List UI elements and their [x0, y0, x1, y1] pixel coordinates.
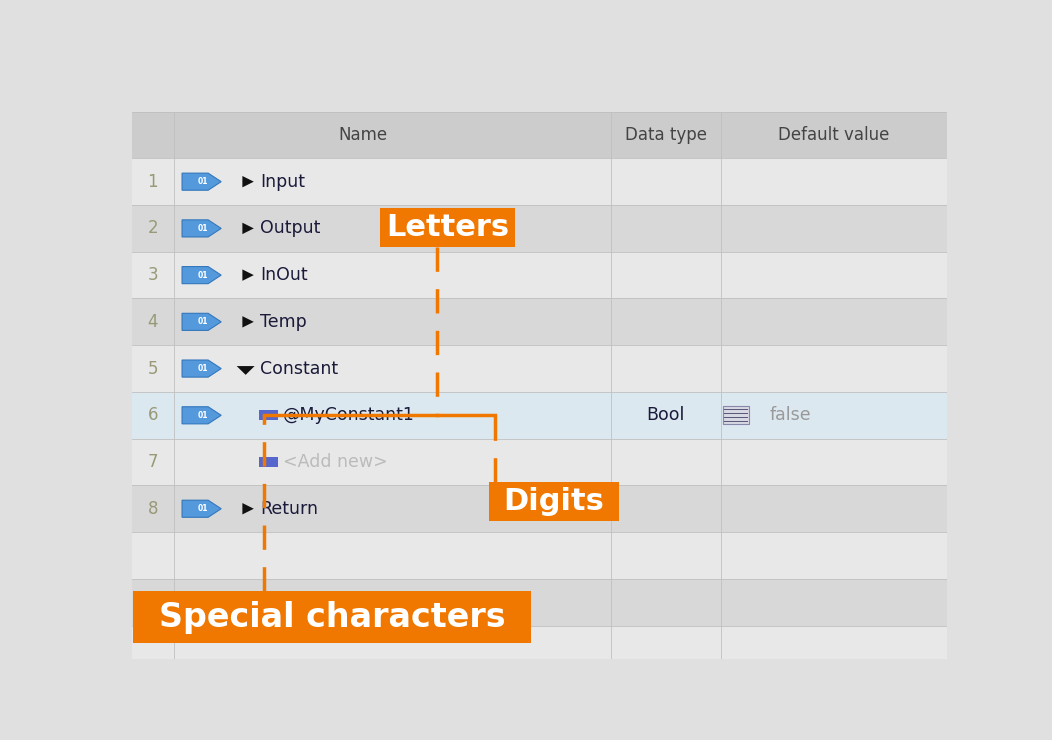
- Text: Temp: Temp: [260, 313, 307, 331]
- Polygon shape: [237, 366, 255, 375]
- Polygon shape: [242, 223, 254, 234]
- Text: 4: 4: [147, 313, 158, 331]
- Text: false: false: [770, 406, 811, 424]
- Bar: [134, 591, 531, 642]
- Polygon shape: [182, 313, 221, 330]
- Polygon shape: [182, 500, 221, 517]
- Text: Special characters: Special characters: [159, 600, 505, 633]
- Text: 7: 7: [147, 453, 158, 471]
- Bar: [132, 392, 947, 439]
- Text: 01: 01: [197, 224, 207, 233]
- Polygon shape: [182, 407, 221, 424]
- Polygon shape: [242, 269, 254, 280]
- Text: 01: 01: [197, 504, 207, 514]
- Polygon shape: [242, 316, 254, 328]
- Text: 01: 01: [197, 317, 207, 326]
- Polygon shape: [242, 503, 254, 514]
- Text: 6: 6: [147, 406, 158, 424]
- Bar: [259, 410, 278, 420]
- Text: Name: Name: [339, 126, 387, 144]
- Polygon shape: [182, 173, 221, 190]
- Bar: [259, 457, 278, 467]
- Bar: [132, 439, 947, 485]
- Text: Data type: Data type: [625, 126, 707, 144]
- Bar: [132, 205, 947, 252]
- Text: Bool: Bool: [647, 406, 685, 424]
- Bar: [380, 209, 514, 247]
- Text: @MyConstant1: @MyConstant1: [283, 406, 416, 424]
- Polygon shape: [182, 220, 221, 237]
- Bar: [132, 579, 947, 625]
- Text: InOut: InOut: [260, 266, 308, 284]
- Bar: [723, 406, 749, 425]
- Bar: [132, 485, 947, 532]
- Text: 8: 8: [147, 500, 158, 518]
- Text: Input: Input: [260, 172, 305, 191]
- Text: Return: Return: [260, 500, 319, 518]
- Text: <Add new>: <Add new>: [283, 453, 388, 471]
- Text: Digits: Digits: [504, 487, 604, 516]
- Text: Letters: Letters: [386, 213, 509, 242]
- Polygon shape: [182, 266, 221, 283]
- Bar: [132, 532, 947, 579]
- Text: 2: 2: [147, 219, 158, 238]
- Bar: [132, 345, 947, 392]
- Text: 01: 01: [197, 411, 207, 420]
- Bar: [132, 252, 947, 298]
- Text: 5: 5: [147, 360, 158, 377]
- Bar: [132, 298, 947, 345]
- Bar: [132, 625, 947, 672]
- Text: Constant: Constant: [260, 360, 339, 377]
- Text: Output: Output: [260, 219, 321, 238]
- Text: 01: 01: [197, 177, 207, 186]
- Polygon shape: [242, 176, 254, 187]
- Text: 01: 01: [197, 271, 207, 280]
- Bar: [132, 112, 947, 158]
- Text: 1: 1: [147, 172, 158, 191]
- Bar: [488, 482, 619, 521]
- Bar: [132, 158, 947, 205]
- Text: Default value: Default value: [778, 126, 890, 144]
- Polygon shape: [182, 360, 221, 377]
- Text: 3: 3: [147, 266, 158, 284]
- Text: 01: 01: [197, 364, 207, 373]
